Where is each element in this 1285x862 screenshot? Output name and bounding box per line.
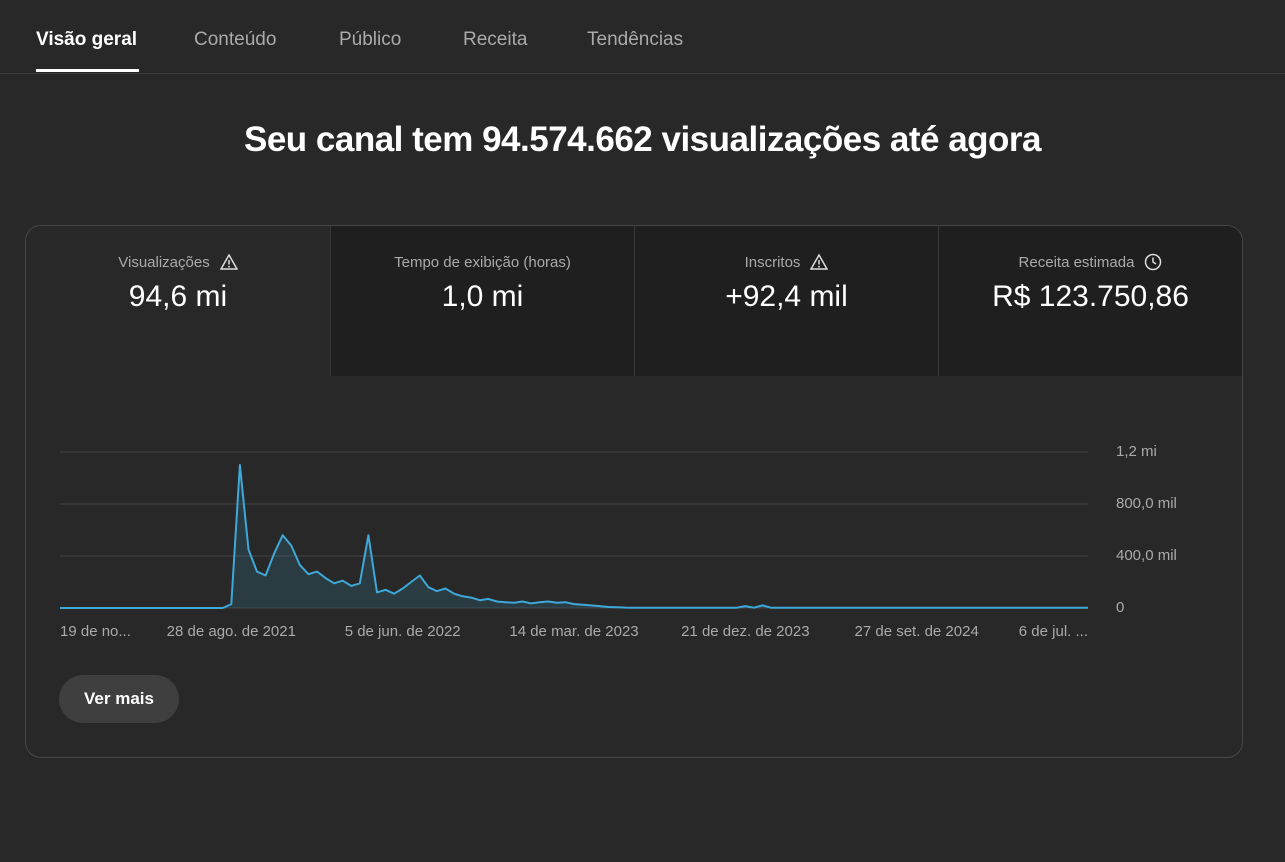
x-tick-label: 14 de mar. de 2023 — [509, 623, 638, 640]
clock-icon — [1145, 253, 1162, 271]
tab-bar: Visão geral Conteúdo Público Receita Ten… — [0, 0, 1285, 74]
y-tick-label: 800,0 mil — [1116, 495, 1177, 512]
metric-card[interactable]: Inscritos +92,4 mil — [634, 226, 938, 376]
x-tick-label: 5 de jun. de 2022 — [345, 623, 461, 640]
warning-icon — [810, 254, 829, 270]
metric-card[interactable]: Receita estimada R$ 123.750,86 — [938, 226, 1242, 376]
metric-label: Inscritos — [744, 253, 801, 271]
y-tick-label: 0 — [1116, 599, 1124, 616]
metric-card[interactable]: Tempo de exibição (horas) 1,0 mi — [330, 226, 634, 376]
y-tick-label: 400,0 mil — [1116, 547, 1177, 564]
metric-card[interactable]: Visualizações 94,6 mi — [26, 226, 330, 376]
chart: 0 400,0 mil 800,0 mil 1,2 mi 19 de no... 28 d… — [60, 443, 1177, 640]
warning-icon — [219, 254, 238, 270]
x-tick-label: 27 de set. de 2024 — [855, 623, 979, 640]
x-tick-label: 6 de jul. ... — [1019, 623, 1088, 640]
metric-value: 94,6 mi — [128, 280, 228, 313]
tab[interactable]: Receita — [463, 29, 528, 50]
metric-label: Tempo de exibição (horas) — [394, 253, 571, 271]
area — [60, 465, 1088, 608]
x-tick-label: 19 de no... — [60, 623, 131, 640]
metric-value: R$ 123.750,86 — [992, 280, 1189, 313]
line — [60, 464, 1088, 609]
tab[interactable]: Público — [339, 29, 402, 50]
metric-label: Visualizações — [118, 253, 210, 271]
tab[interactable]: Conteúdo — [194, 29, 277, 50]
x-tick-label: 28 de ago. de 2021 — [167, 623, 296, 640]
see-more-button[interactable]: Ver mais — [59, 675, 179, 723]
tab[interactable]: Visão geral — [36, 29, 138, 50]
y-tick-label: 1,2 mi — [1116, 443, 1157, 460]
overview-card: Visualizações 94,6 mi Tempo de exibição … — [25, 225, 1243, 758]
metric-label: Receita estimada — [1018, 253, 1135, 271]
headline: Seu canal tem 94.574.662 visualizações a… — [243, 120, 1042, 159]
tab[interactable]: Tendências — [587, 29, 684, 50]
active-tab-indicator — [36, 69, 139, 72]
x-tick-label: 21 de dez. de 2023 — [681, 623, 809, 640]
metric-value: +92,4 mil — [725, 280, 848, 313]
metric-value: 1,0 mi — [441, 280, 524, 313]
